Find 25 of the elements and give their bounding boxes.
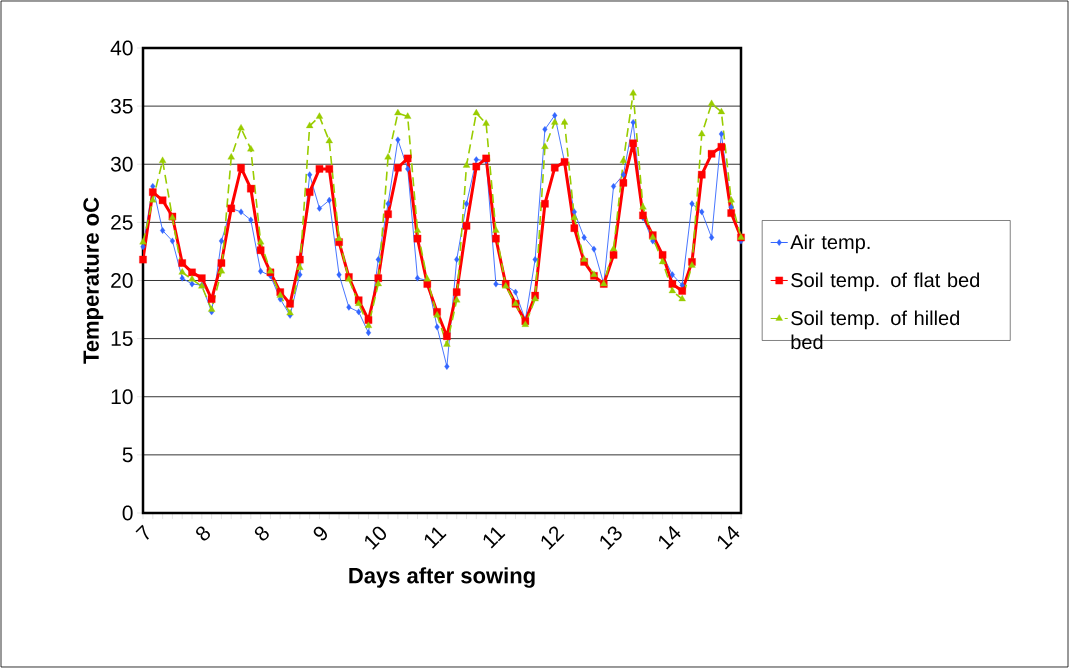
x-tick-label: 14 (658, 525, 681, 550)
y-tick-label: 0 (122, 505, 133, 521)
x-axis-title: Days after sowing (349, 567, 535, 588)
y-tick-label: 10 (111, 389, 133, 405)
x-tick-label: 8 (196, 526, 211, 541)
legend-label: Soil temp. of flat bed (791, 272, 980, 292)
x-tick-label: 13 (600, 526, 622, 550)
y-tick-label: 35 (110, 98, 133, 114)
y-axis-title: Temperature oC (83, 197, 104, 364)
x-tick-label: 8 (254, 526, 269, 541)
legend-label: Air temp. (790, 234, 870, 254)
x-tick-label: 14 (717, 525, 740, 550)
x-tick-label: 7 (135, 524, 149, 540)
y-tick-label: 20 (111, 273, 133, 288)
y-tick-label: 25 (111, 214, 133, 230)
y-tick-label: 15 (111, 331, 133, 346)
x-tick-label: 10 (365, 526, 387, 550)
y-tick-label: 40 (110, 40, 133, 56)
x-tick-label: 9 (313, 526, 327, 541)
x-tick-label: 11 (424, 527, 447, 549)
legend-label: Soil temp. of hilled bed (791, 310, 959, 350)
x-tick-label: 11 (483, 527, 506, 549)
y-tick-label: 30 (110, 156, 133, 172)
y-tick-label: 5 (122, 447, 133, 463)
x-tick-label: 12 (541, 526, 565, 550)
